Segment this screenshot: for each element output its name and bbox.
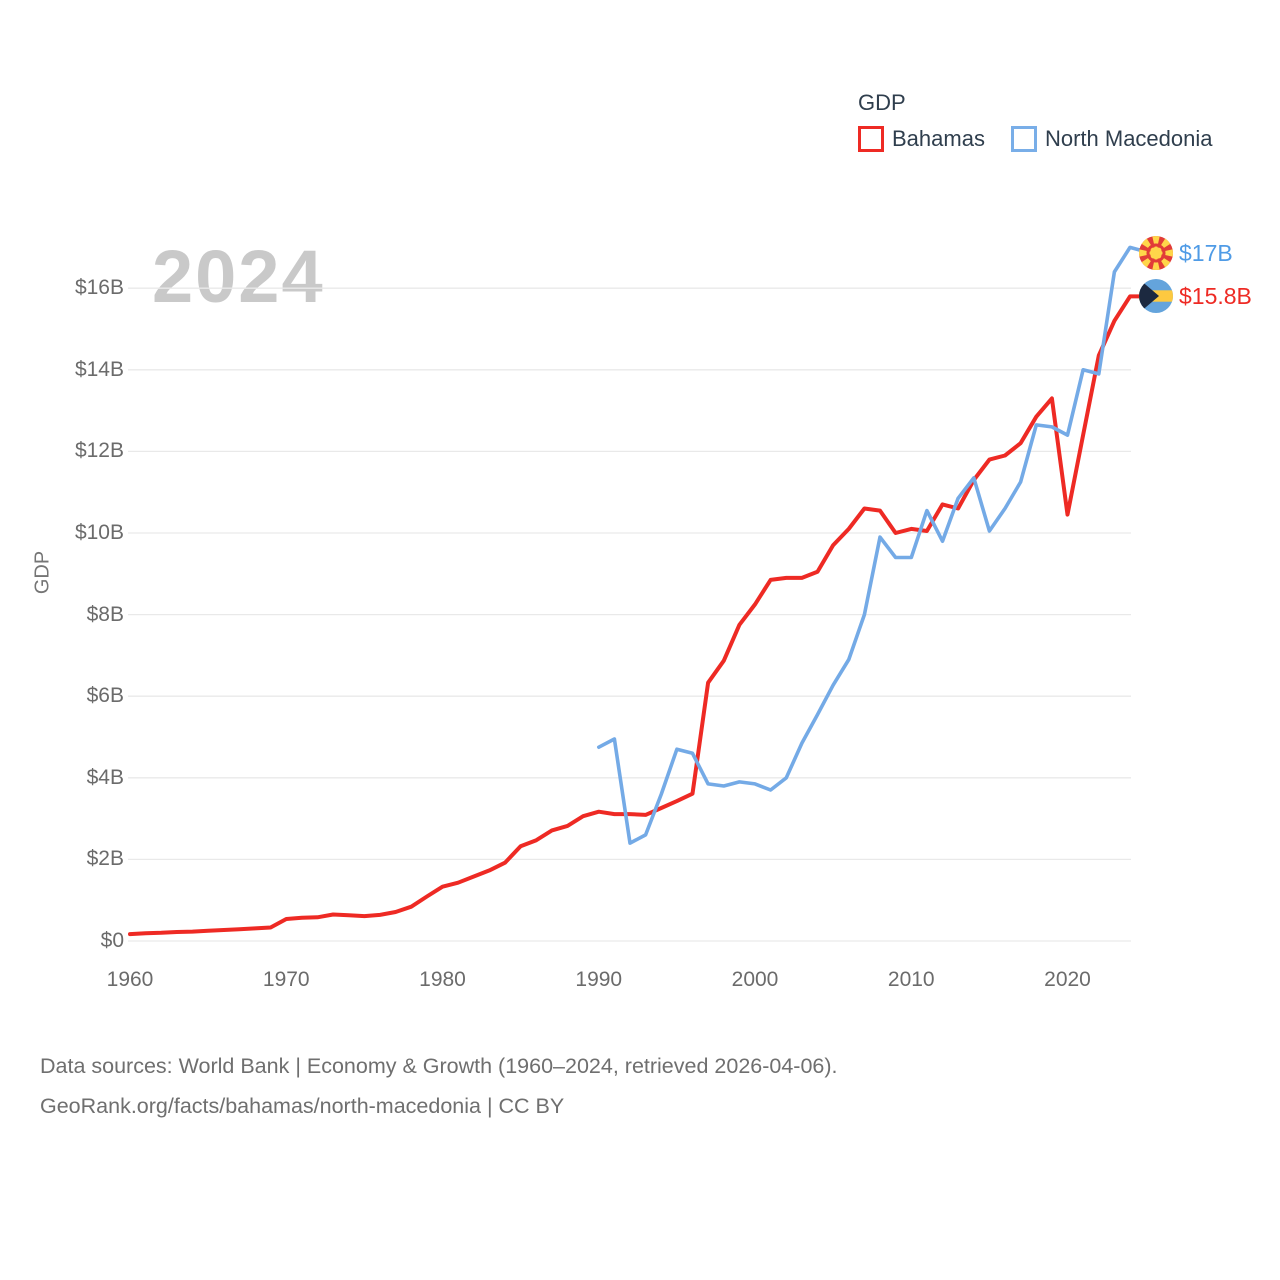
legend-items: Bahamas North Macedonia [858,126,1213,152]
x-tick-label: 1970 [262,968,310,991]
x-tick-label: 2010 [887,968,935,991]
end-label-value: $15.8B [1179,282,1252,309]
end-label-north-macedonia: $17B [1139,236,1233,270]
data-sources-line: Data sources: World Bank | Economy & Gro… [40,1054,838,1078]
y-tick-label: $0 [100,929,124,952]
y-tick-label: $8B [86,602,124,626]
end-label-value: $17B [1179,239,1233,266]
end-label-bahamas: $15.8B [1139,279,1252,313]
legend-swatch-icon [858,126,884,152]
y-tick-label: $14B [74,357,124,381]
legend-item-label: Bahamas [892,126,985,151]
bahamas-flag-icon [1139,279,1173,313]
y-tick-label: $6B [86,684,124,708]
legend-item-bahamas[interactable]: Bahamas [858,126,985,152]
footer: Data sources: World Bank | Economy & Gro… [40,1046,838,1126]
legend-item-north-macedonia[interactable]: North Macedonia [1010,126,1213,152]
y-tick-label: $10B [74,521,124,544]
year-watermark: 2024 [152,235,325,318]
gridlines [128,287,1131,942]
y-tick-label: $4B [86,765,124,789]
y-axis-title: GDP [31,550,54,595]
y-tick-label: $2B [86,847,124,871]
x-tick-label: 1980 [419,968,466,991]
y-tick-label: $12B [74,439,124,463]
x-tick-label: 2020 [1044,968,1091,991]
legend: GDP Bahamas North Macedonia [858,90,1213,152]
y-tick-label: $16B [74,276,124,300]
x-tick-label: 2000 [731,968,779,991]
x-tick-label: 1960 [106,968,154,991]
series-line-north-macedonia[interactable] [596,245,1143,845]
legend-item-label: North Macedonia [1044,126,1213,151]
north-macedonia-flag-icon [1139,236,1173,270]
x-tick-label: 1990 [575,968,623,991]
attribution-line: GeoRank.org/facts/bahamas/north-macedoni… [40,1094,565,1118]
legend-title: GDP [858,90,906,115]
legend-swatch-icon [1010,126,1037,152]
series-line-bahamas[interactable] [128,294,1143,937]
